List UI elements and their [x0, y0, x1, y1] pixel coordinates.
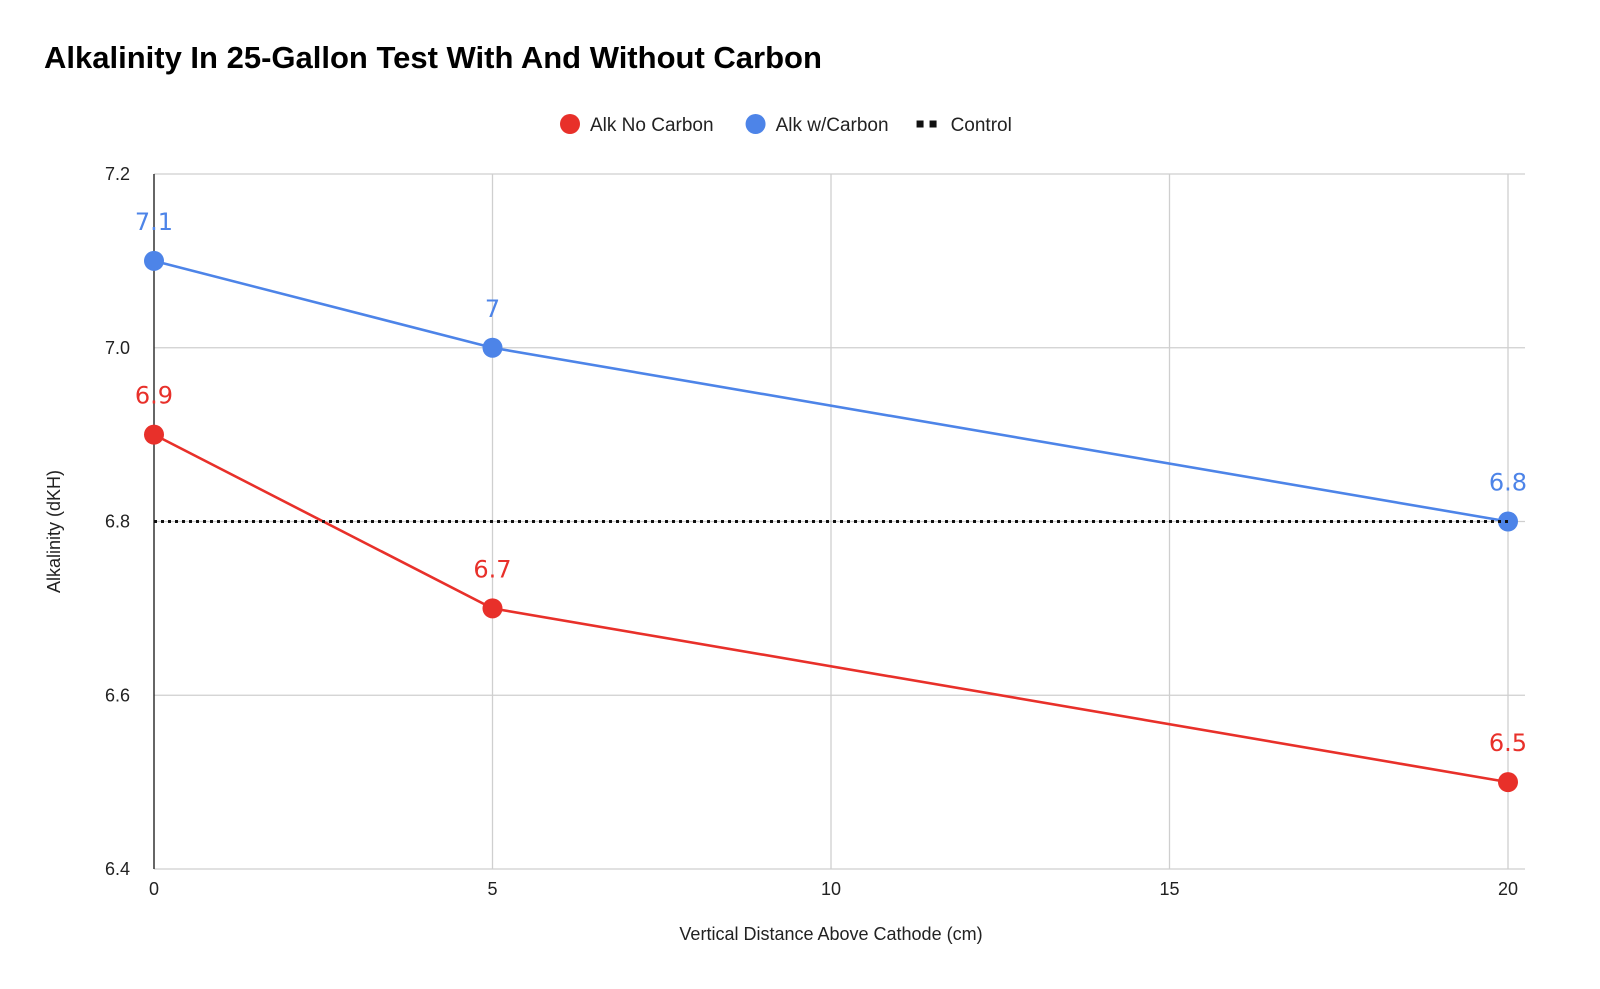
x-tick-label: 0 — [149, 879, 159, 899]
data-labels: 6.9 6.7 6.5 7.1 7 6.8 — [135, 208, 1527, 757]
legend-label-control: Control — [951, 115, 1012, 136]
legend-swatch-alk-no-carbon — [560, 114, 580, 134]
legend-label-alk-no-carbon: Alk No Carbon — [590, 115, 714, 136]
x-tick-label: 20 — [1498, 879, 1518, 899]
y-tick-label: 6.6 — [105, 685, 130, 705]
legend-swatch-alk-w-carbon — [745, 114, 766, 134]
alk-w-carbon-data-label: 7.1 — [135, 208, 173, 236]
legend-swatch-control — [916, 120, 924, 128]
y-tick-label: 6.8 — [105, 512, 130, 532]
series-layer — [144, 250, 1518, 793]
y-axis-title: Alkalinity (dKH) — [44, 470, 64, 593]
alk-w-carbon-data-label: 6.8 — [1489, 469, 1527, 497]
x-tick-label: 5 — [487, 879, 497, 899]
x-tick-label: 10 — [821, 879, 841, 899]
alk-w-carbon-point — [482, 337, 503, 358]
alk-no-carbon-data-label: 6.9 — [135, 382, 173, 410]
legend-label-alk-w-carbon: Alk w/Carbon — [776, 115, 889, 136]
legend: Alk No Carbon Alk w/Carbon Control — [560, 114, 1012, 136]
alk-w-carbon-data-label: 7 — [485, 295, 500, 323]
y-tick-label: 6.4 — [105, 859, 130, 879]
grid — [154, 173, 1525, 870]
x-tick-label: 15 — [1159, 879, 1179, 899]
alk-no-carbon-point — [144, 424, 164, 445]
alk-no-carbon-point — [482, 598, 503, 619]
y-tick-label: 7.2 — [105, 164, 130, 184]
chart-title: Alkalinity In 25-Gallon Test With And Wi… — [44, 40, 822, 75]
alk-no-carbon-data-label: 6.5 — [1489, 729, 1527, 757]
legend-swatch-control — [929, 120, 937, 128]
x-axis-title: Vertical Distance Above Cathode (cm) — [679, 924, 982, 944]
alk-no-carbon-data-label: 6.7 — [473, 555, 511, 583]
alk-no-carbon-point — [1498, 772, 1518, 793]
y-tick-label: 7.0 — [105, 338, 130, 358]
alk-w-carbon-point — [144, 250, 164, 271]
axes: 6.4 6.6 6.8 7.0 7.2 0 5 10 15 20 — [105, 164, 1518, 899]
